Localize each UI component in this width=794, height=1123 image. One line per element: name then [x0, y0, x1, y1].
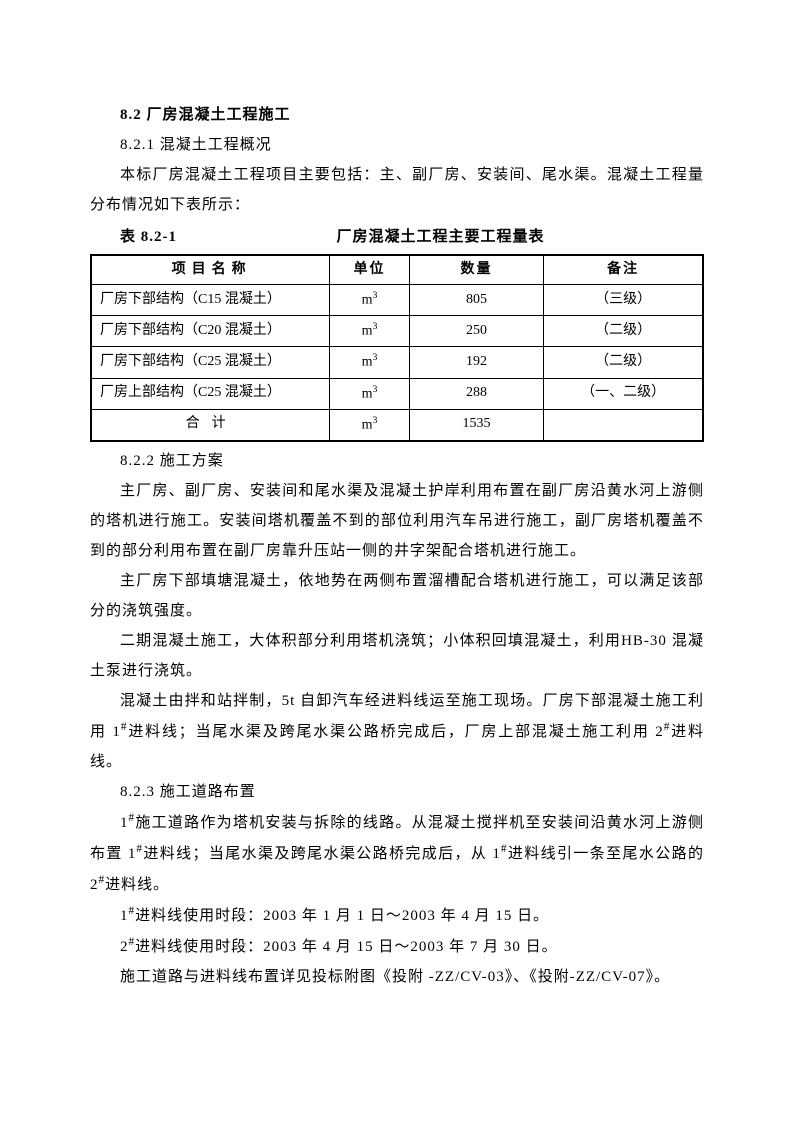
paragraph-schedule-1: 1#进料线使用时段：2003 年 1 月 1 日～2003 年 4 月 15 日…	[90, 900, 704, 931]
cell-note: （一、二级）	[544, 378, 703, 409]
paragraph-construction-3: 二期混凝土施工，大体积部分利用塔机浇筑；小体积回填混凝土，利用HB-30 混凝土…	[90, 626, 704, 686]
section-heading-1: 8.2 厂房混凝土工程施工	[90, 100, 704, 130]
table-row: 厂房上部结构（C25 混凝土） m3 288 （一、二级）	[91, 378, 703, 409]
cell-qty: 250	[409, 316, 544, 347]
subsection-heading-3: 8.2.3 施工道路布置	[90, 777, 704, 807]
paragraph-road-1: 1#施工道路作为塔机安装与拆除的线路。从混凝土搅拌机至安装间沿黄水河上游侧布置 …	[90, 807, 704, 900]
cell-unit: m3	[330, 378, 410, 409]
cell-name: 厂房下部结构（C15 混凝土）	[91, 285, 330, 316]
table-total-row: 合计 m3 1535	[91, 409, 703, 441]
cell-note: （三级）	[544, 285, 703, 316]
cell-name: 厂房下部结构（C25 混凝土）	[91, 347, 330, 378]
cell-note: （二级）	[544, 347, 703, 378]
col-header-qty: 数量	[409, 255, 544, 285]
cell-unit: m3	[330, 409, 410, 441]
col-header-note: 备注	[544, 255, 703, 285]
paragraph-schedule-2: 2#进料线使用时段：2003 年 4 月 15 日～2003 年 7 月 30 …	[90, 931, 704, 962]
cell-name: 厂房上部结构（C25 混凝土）	[91, 378, 330, 409]
cell-note: （二级）	[544, 316, 703, 347]
paragraph-construction-1: 主厂房、副厂房、安装间和尾水渠及混凝土护岸利用布置在副厂房沿黄水河上游侧的塔机进…	[90, 476, 704, 566]
paragraph-construction-2: 主厂房下部填塘混凝土，依地势在两侧布置溜槽配合塔机进行施工，可以满足该部分的浇筑…	[90, 566, 704, 626]
table-header-row: 项目名称 单位 数量 备注	[91, 255, 703, 285]
paragraph-construction-4: 混凝土由拌和站拌制，5t 自卸汽车经进料线运至施工现场。厂房下部混凝土施工利用 …	[90, 686, 704, 777]
cell-unit: m3	[330, 316, 410, 347]
paragraph-intro: 本标厂房混凝土工程项目主要包括：主、副厂房、安装间、尾水渠。混凝土工程量分布情况…	[90, 160, 704, 220]
table-caption-number: 表 8.2-1	[90, 222, 177, 252]
table-row: 厂房下部结构（C20 混凝土） m3 250 （二级）	[91, 316, 703, 347]
col-header-name: 项目名称	[91, 255, 330, 285]
cell-unit: m3	[330, 285, 410, 316]
col-header-unit: 单位	[330, 255, 410, 285]
cell-qty: 192	[409, 347, 544, 378]
cell-unit: m3	[330, 347, 410, 378]
table-row: 厂房下部结构（C25 混凝土） m3 192 （二级）	[91, 347, 703, 378]
table-row: 厂房下部结构（C15 混凝土） m3 805 （三级）	[91, 285, 703, 316]
cell-qty: 288	[409, 378, 544, 409]
subsection-heading-1: 8.2.1 混凝土工程概况	[90, 130, 704, 160]
paragraph-reference: 施工道路与进料线布置详见投标附图《投附 -ZZ/CV-03》、《投附-ZZ/CV…	[90, 962, 704, 992]
quantities-table: 项目名称 单位 数量 备注 厂房下部结构（C15 混凝土） m3 805 （三级…	[90, 254, 704, 442]
subsection-heading-2: 8.2.2 施工方案	[90, 446, 704, 476]
cell-total-qty: 1535	[409, 409, 544, 441]
cell-name: 厂房下部结构（C20 混凝土）	[91, 316, 330, 347]
cell-total-name: 合计	[91, 409, 330, 441]
table-caption: 表 8.2-1 厂房混凝土工程主要工程量表	[90, 222, 704, 252]
cell-total-note	[544, 409, 703, 441]
cell-qty: 805	[409, 285, 544, 316]
table-caption-title: 厂房混凝土工程主要工程量表	[177, 222, 704, 252]
